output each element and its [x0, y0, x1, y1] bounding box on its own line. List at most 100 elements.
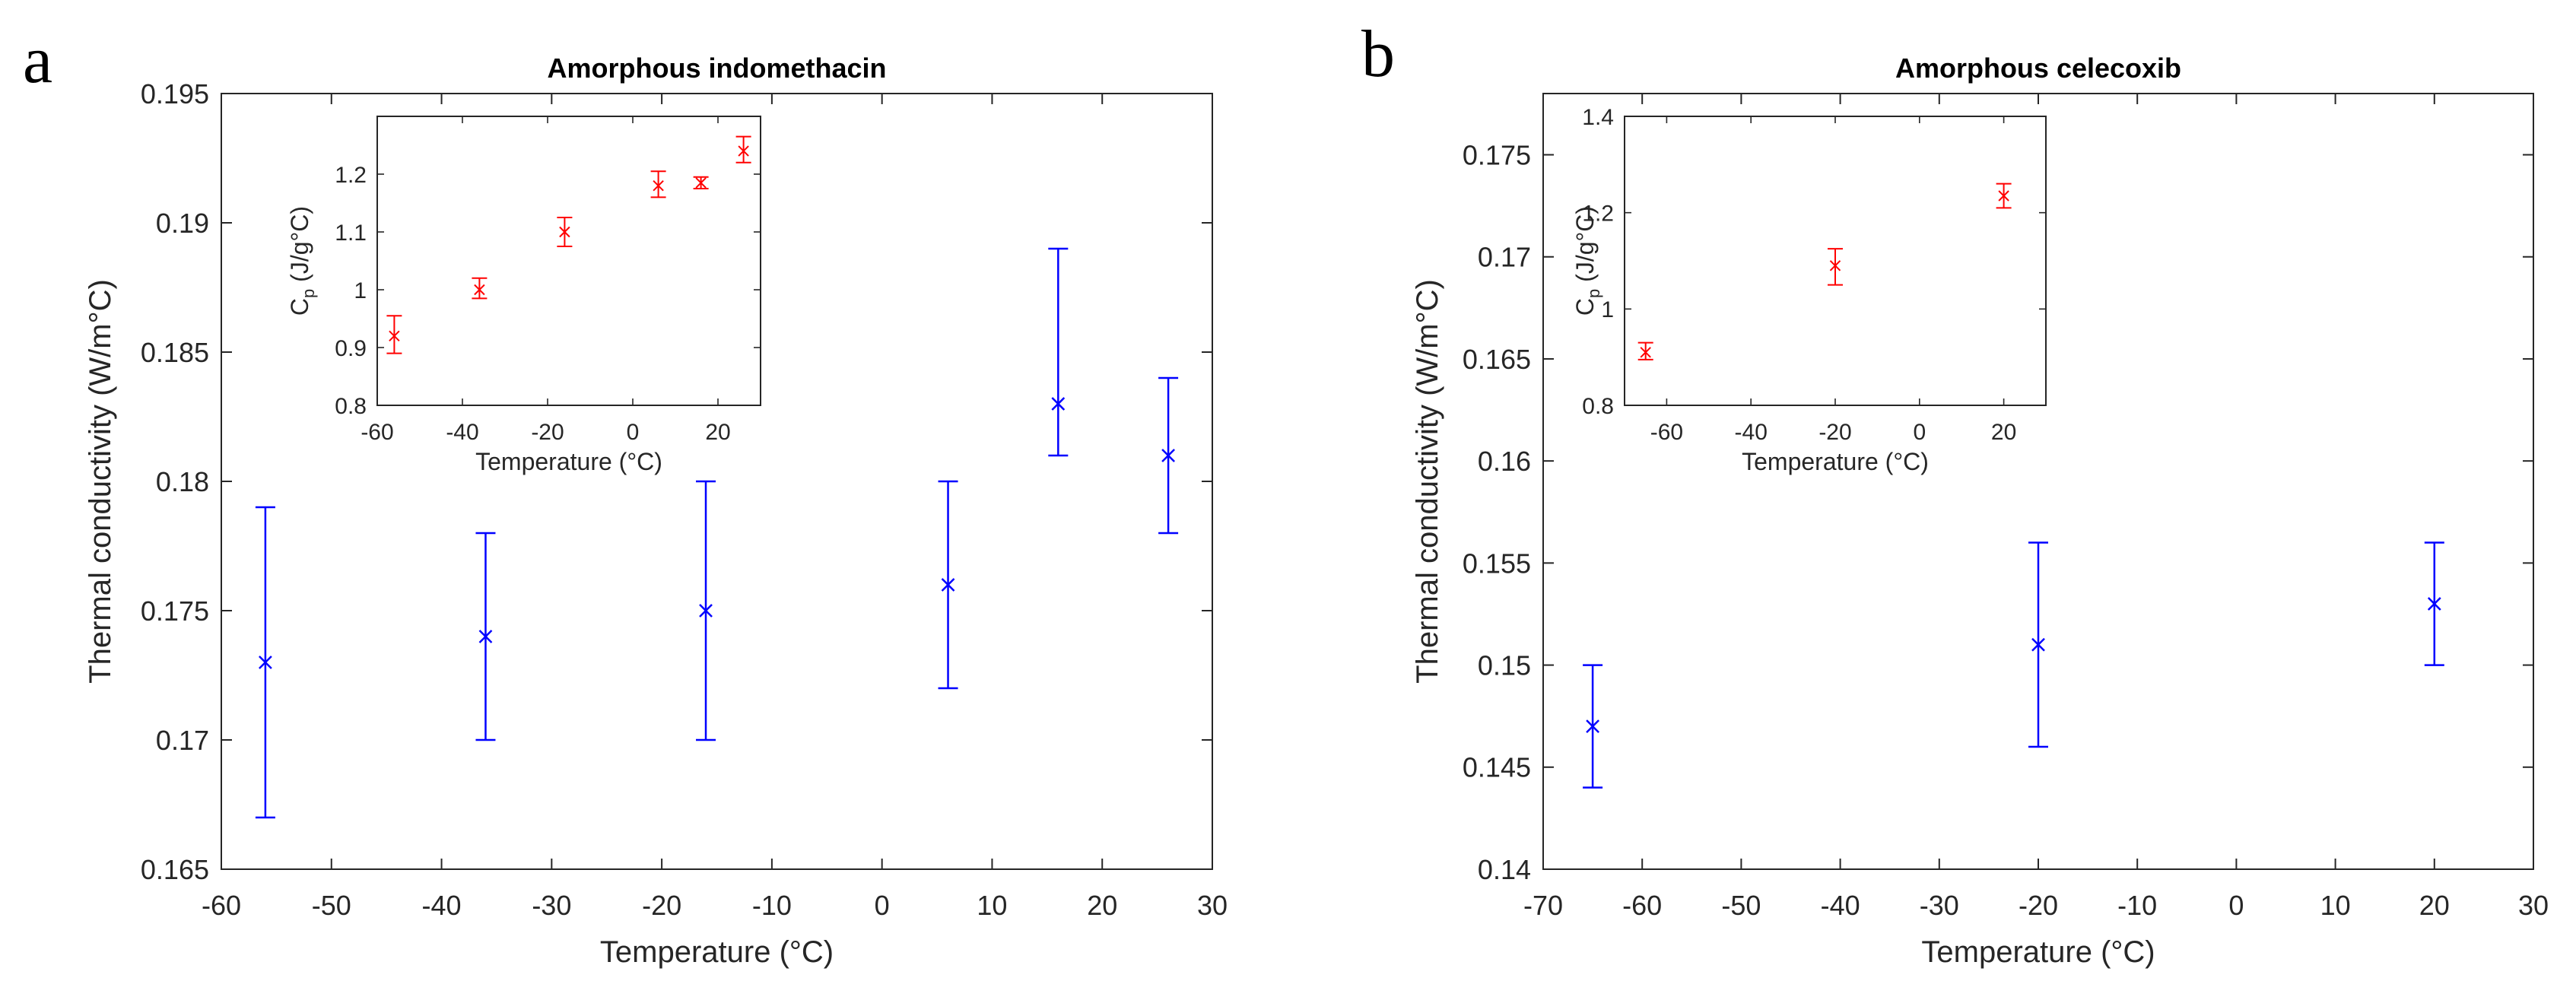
inset-y-axis-label: Cp (J/g°C) [1571, 206, 1603, 316]
main-x-marker-stroke-2 [1051, 397, 1066, 411]
x-axis-label: Temperature (°C) [1921, 935, 2155, 969]
inset-y-axis-label-unit: (J/g°C) [286, 206, 313, 289]
main-x-marker-stroke-2 [1586, 719, 1599, 733]
main-x-tick-label: -10 [2117, 890, 2157, 921]
main-x-tick-label: -40 [1821, 890, 1860, 921]
inset-y-axis-label-subscript: p [299, 289, 318, 298]
y-axis-label: Thermal conductivity (W/m°C) [84, 279, 117, 684]
main-y-tick-label: 0.175 [1463, 139, 1531, 170]
main-data-point-1 [2028, 541, 2048, 748]
inset-y-axis-label: Cp (J/g°C) [286, 206, 318, 316]
inset-y-axis-label-symbol: C [1571, 298, 1599, 316]
inset-x-tick-label: 0 [1913, 420, 1926, 445]
main-y-tick-label: 0.17 [156, 725, 209, 756]
inset-x-marker-stroke-2 [653, 179, 664, 192]
inset-y-tick-label: 1 [1601, 297, 1614, 322]
main-x-tick-label: -30 [1920, 890, 1959, 921]
main-x-tick-label: -50 [1721, 890, 1761, 921]
main-x-tick-label: -40 [422, 890, 462, 921]
main-x-tick-label: -10 [752, 890, 792, 921]
main-data-point-1 [475, 532, 496, 741]
inset-y-tick-label: 0.8 [335, 394, 367, 419]
inset-y-axis-label-symbol: C [286, 298, 313, 316]
main-x-tick-label: 0 [2228, 890, 2244, 921]
main-y-tick-label: 0.18 [156, 466, 209, 497]
main-x-marker-stroke-2 [699, 604, 713, 617]
main-data-point-5 [1158, 376, 1179, 535]
main-x-marker-stroke-2 [478, 630, 493, 643]
inset-data-point-3 [650, 170, 666, 198]
inset-x-marker-stroke-2 [474, 284, 485, 296]
main-data-point-4 [1048, 247, 1069, 457]
main-data-point-2 [2424, 541, 2444, 666]
inset-y-tick-label: 1 [354, 278, 367, 303]
y-axis-label: Thermal conductivity (W/m°C) [1411, 279, 1444, 684]
inset-data-point-2 [1996, 183, 2012, 209]
inset-y-axis-label-unit: (J/g°C) [1571, 206, 1599, 289]
main-y-tick-label: 0.14 [1478, 854, 1531, 885]
main-y-tick-label: 0.165 [1463, 344, 1531, 375]
chart-panel-b: -70 -60 -50 -40 -30 -20 -10 0 10 20 300.140.1450.1… [1411, 52, 2549, 969]
main-y-tick-label: 0.145 [1463, 752, 1531, 783]
main-y-tick-label: 0.165 [141, 854, 209, 885]
inset-x-tick-label: 20 [1991, 420, 2016, 445]
inset-x-tick-label: -40 [446, 420, 478, 445]
main-x-tick-label: -60 [1622, 890, 1662, 921]
inset-x-marker-stroke-2 [695, 177, 707, 189]
main-data-point-3 [938, 480, 958, 690]
main-data-point-2 [696, 480, 716, 741]
main-x-tick-label: -20 [642, 890, 681, 921]
main-y-tick-label: 0.19 [156, 208, 209, 239]
main-x-marker-stroke-2 [259, 656, 272, 669]
inset-x-marker-stroke-2 [1829, 260, 1841, 271]
inset-chart: -60 -40 -20 0 20 0.8 0.9 1 1.1 1.2 Temperature (°C… [286, 116, 761, 475]
inset-x-tick-label: -60 [1650, 420, 1683, 445]
main-y-tick-label: 0.195 [141, 78, 209, 110]
main-x-tick-label: -50 [312, 890, 351, 921]
main-x-tick-label: 20 [1087, 890, 1117, 921]
main-x-marker-stroke-2 [2427, 597, 2441, 611]
main-y-tick-label: 0.175 [141, 595, 209, 627]
main-data-point-0 [1583, 664, 1603, 789]
main-x-marker-stroke-2 [941, 578, 955, 592]
main-data-point-0 [255, 506, 275, 819]
chart-title: Amorphous indomethacin [547, 52, 886, 84]
inset-x-tick-label: -20 [1818, 420, 1851, 445]
panel-letter-a: a [23, 24, 52, 97]
main-x-marker-stroke-2 [2031, 637, 2045, 652]
inset-chart: -60 -40 -20 0 20 0.8 1 1.2 1.4 Temperature (°C) Cp… [1571, 105, 2047, 475]
inset-x-tick-label: 20 [705, 420, 730, 445]
inset-data-point-4 [693, 176, 709, 189]
inset-x-marker-stroke-2 [559, 226, 570, 238]
panel-letter-b: b [1361, 17, 1395, 91]
inset-data-point-0 [1637, 341, 1653, 360]
inset-y-tick-label: 1.2 [1582, 201, 1614, 226]
inset-data-point-0 [386, 315, 402, 354]
inset-x-tick-label: -20 [531, 420, 564, 445]
inset-y-axis-label-subscript: p [1584, 289, 1603, 298]
inset-x-tick-label: 0 [627, 420, 640, 445]
chart-title: Amorphous celecoxib [1895, 52, 2181, 84]
inset-y-tick-label: 1.1 [335, 221, 367, 246]
inset-plot-area [376, 116, 761, 406]
inset-x-marker-stroke-2 [389, 330, 400, 342]
main-x-tick-label: 0 [875, 890, 890, 921]
main-y-tick-label: 0.17 [1478, 242, 1531, 273]
main-y-tick-label: 0.155 [1463, 548, 1531, 579]
main-x-tick-label: 10 [2320, 890, 2351, 921]
inset-y-tick-label: 1.4 [1582, 105, 1614, 130]
inset-data-point-2 [557, 217, 573, 247]
main-x-tick-label: -60 [202, 890, 241, 921]
main-x-tick-label: -70 [1523, 890, 1563, 921]
inset-x-marker-stroke-2 [1998, 190, 2009, 202]
inset-x-marker-stroke-2 [738, 145, 749, 157]
chart-panel-a: -60 -50 -40 -30 -20 -10 0 10 20 300.1650.170.1750… [84, 52, 1228, 969]
main-y-tick-label: 0.16 [1478, 446, 1531, 477]
main-x-tick-label: 20 [2419, 890, 2450, 921]
main-y-tick-label: 0.185 [141, 337, 209, 368]
inset-x-axis-label: Temperature (°C) [1742, 448, 1929, 475]
main-x-marker-stroke-2 [1161, 449, 1175, 462]
inset-x-tick-label: -40 [1735, 420, 1768, 445]
inset-data-point-5 [735, 135, 751, 164]
inset-data-point-1 [1828, 248, 1843, 286]
